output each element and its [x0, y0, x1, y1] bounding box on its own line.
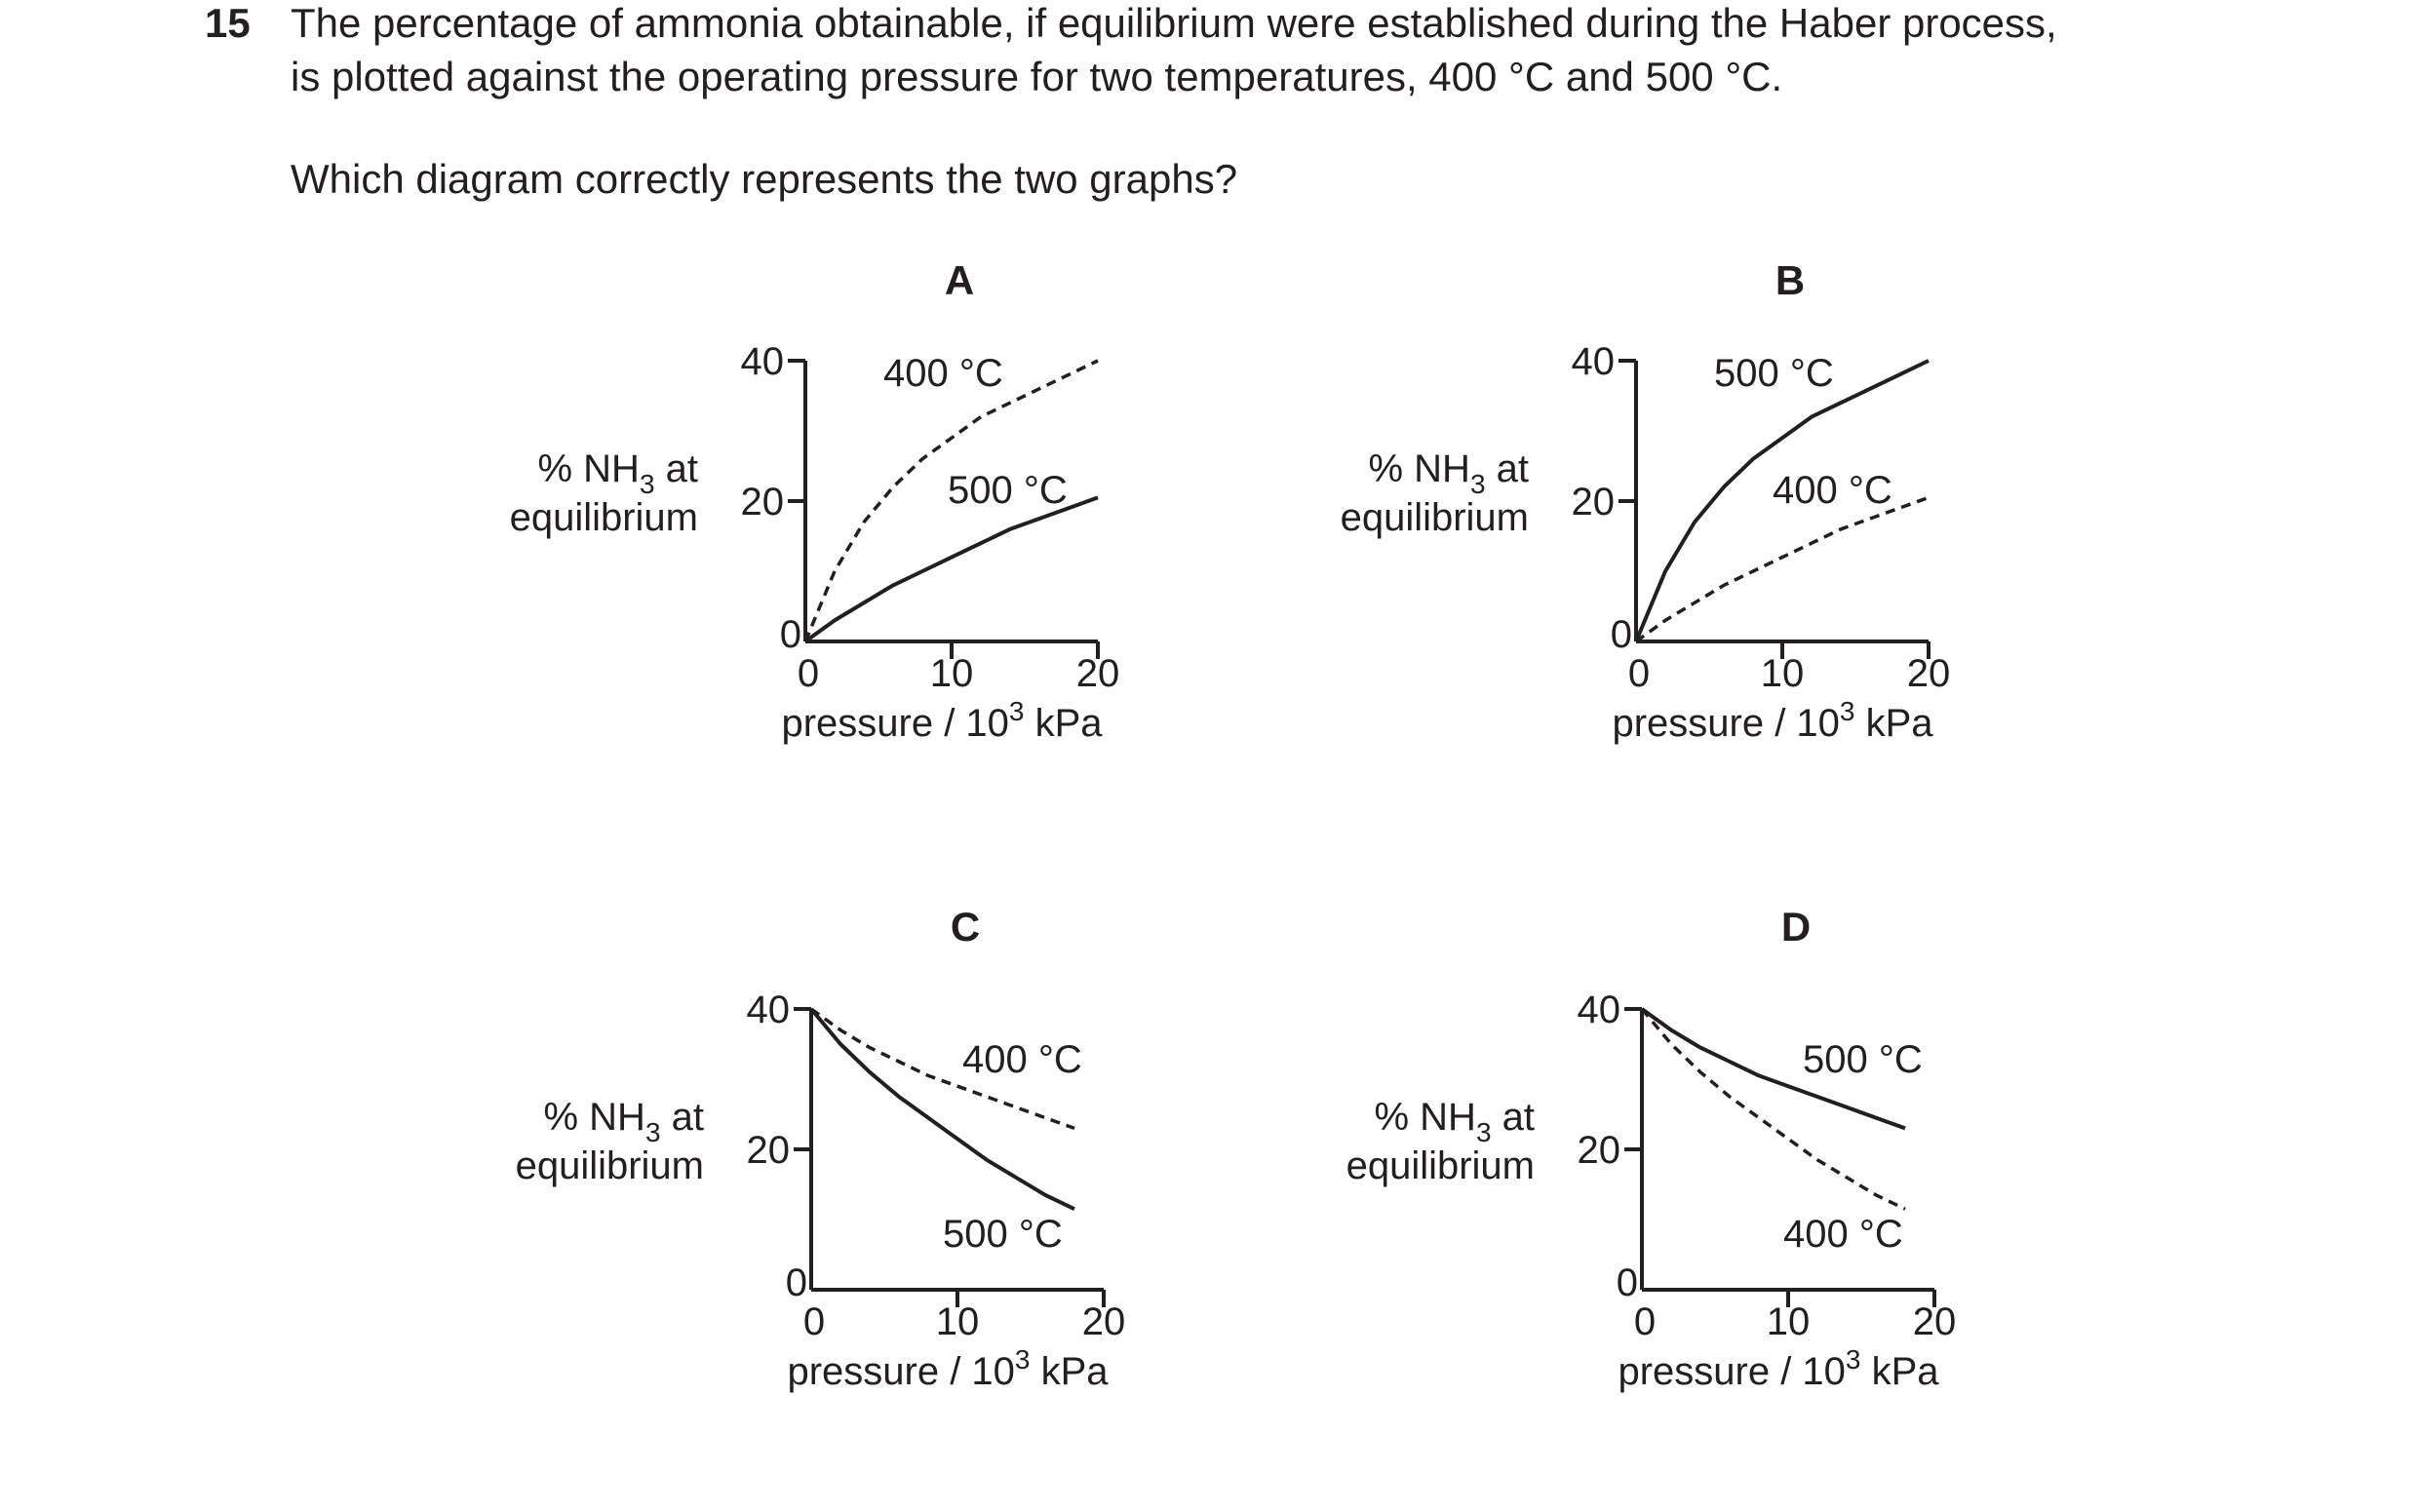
x-tick-label: 10 — [936, 1300, 980, 1343]
x-tick-label: 0 — [798, 652, 819, 695]
x-tick-label: 0 — [803, 1300, 825, 1343]
series-label: 500 °C — [948, 469, 1068, 512]
y-axis-label-line-2: equilibrium — [1341, 496, 1529, 539]
y-axis-label-line-2: equilibrium — [1346, 1144, 1535, 1187]
series-label: 500 °C — [943, 1213, 1063, 1256]
y-tick-label: 40 — [1578, 989, 1621, 1031]
x-tick-label: 10 — [1761, 652, 1805, 695]
series-line-dashed — [1640, 1007, 1906, 1211]
y-tick-label: 20 — [1578, 1129, 1621, 1172]
series-label: 400 °C — [1773, 469, 1892, 512]
series-line-solid — [1640, 1007, 1906, 1131]
x-tick-label: 20 — [1907, 652, 1951, 695]
y-tick-label: 20 — [741, 481, 785, 523]
panel-label-B: B — [1775, 257, 1805, 303]
series-label: 400 °C — [962, 1038, 1082, 1081]
x-axis-label: pressure / 103 kPa — [787, 1344, 1109, 1393]
series-line-dashed — [809, 1007, 1075, 1131]
series-line-dashed — [803, 359, 1099, 642]
y-axis-label: % NH3 at — [1374, 1096, 1535, 1147]
x-tick-label: 20 — [1076, 652, 1120, 695]
series-line-dashed — [1634, 495, 1930, 643]
series-line-solid — [1634, 359, 1930, 642]
question-text-line-1: The percentage of ammonia obtainable, if… — [291, 0, 2057, 46]
series-label: 400 °C — [883, 352, 1003, 395]
y-tick-label: 40 — [741, 340, 785, 383]
x-tick-label: 20 — [1913, 1300, 1957, 1343]
question-number: 15 — [205, 0, 251, 46]
y-tick-label: 40 — [1572, 340, 1616, 383]
series-label: 500 °C — [1803, 1038, 1923, 1081]
y-tick-label: 0 — [1611, 613, 1632, 656]
series-line-solid — [803, 495, 1099, 643]
y-axis-label-line-2: equilibrium — [510, 496, 698, 539]
y-tick-label: 0 — [786, 1261, 807, 1304]
y-axis-label: % NH3 at — [1368, 447, 1529, 499]
panel-label-C: C — [951, 904, 980, 950]
x-axis-label: pressure / 103 kPa — [1612, 696, 1933, 745]
x-tick-label: 0 — [1628, 652, 1650, 695]
y-tick-label: 0 — [780, 613, 801, 656]
question-text-line-2: is plotted against the operating pressur… — [291, 54, 1783, 99]
y-tick-label: 0 — [1617, 1261, 1638, 1304]
y-tick-label: 20 — [747, 1129, 791, 1172]
y-tick-label: 40 — [747, 989, 791, 1031]
y-axis-label-line-2: equilibrium — [516, 1144, 704, 1187]
series-label: 500 °C — [1714, 352, 1834, 395]
x-tick-label: 10 — [1767, 1300, 1811, 1343]
x-axis-label: pressure / 103 kPa — [781, 696, 1103, 745]
panel-label-A: A — [945, 257, 974, 303]
y-tick-label: 20 — [1572, 481, 1616, 523]
y-axis-label: % NH3 at — [543, 1096, 704, 1147]
x-tick-label: 20 — [1082, 1300, 1126, 1343]
y-axis-label: % NH3 at — [537, 447, 698, 499]
x-tick-label: 10 — [930, 652, 974, 695]
series-line-solid — [809, 1007, 1075, 1212]
x-axis-label: pressure / 103 kPa — [1618, 1344, 1939, 1393]
x-tick-label: 0 — [1634, 1300, 1656, 1343]
panel-label-D: D — [1781, 904, 1811, 950]
question-prompt: Which diagram correctly represents the t… — [291, 156, 1238, 202]
series-label: 400 °C — [1783, 1213, 1903, 1256]
